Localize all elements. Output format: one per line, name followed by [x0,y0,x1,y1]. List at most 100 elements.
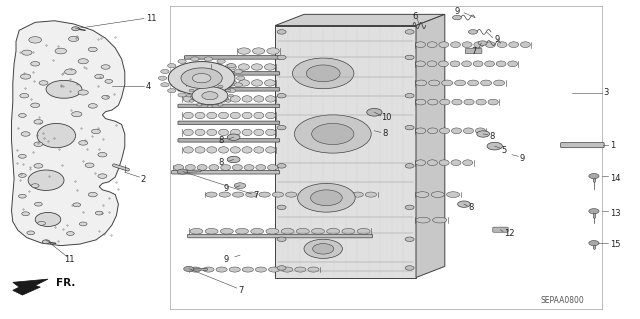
Ellipse shape [488,99,499,105]
Circle shape [312,244,334,254]
Circle shape [218,104,223,106]
Ellipse shape [327,228,340,234]
Circle shape [78,90,88,95]
Circle shape [79,222,87,226]
Circle shape [65,69,76,75]
Circle shape [38,221,45,225]
Ellipse shape [195,147,205,153]
Text: 7: 7 [471,47,476,56]
Ellipse shape [493,80,504,86]
Ellipse shape [415,160,426,166]
Ellipse shape [272,192,284,197]
Text: 8: 8 [489,132,494,141]
Circle shape [55,48,67,54]
Ellipse shape [252,64,262,70]
Ellipse shape [254,96,264,102]
Ellipse shape [220,228,233,234]
Text: 11: 11 [64,256,74,264]
Circle shape [207,105,212,108]
Ellipse shape [496,61,506,67]
Circle shape [42,240,50,244]
Ellipse shape [219,129,228,136]
Text: 9: 9 [495,35,500,44]
Ellipse shape [243,267,253,272]
Ellipse shape [207,96,217,102]
Ellipse shape [203,267,214,272]
Circle shape [217,93,225,97]
Circle shape [95,211,103,215]
Ellipse shape [268,165,278,170]
Ellipse shape [352,192,364,197]
Ellipse shape [200,80,211,86]
Circle shape [98,174,107,178]
Ellipse shape [476,99,486,105]
Circle shape [277,93,286,98]
Ellipse shape [282,267,292,272]
Circle shape [405,237,414,241]
Circle shape [228,94,234,97]
Ellipse shape [520,42,531,48]
Ellipse shape [285,192,297,197]
Circle shape [589,241,599,246]
Ellipse shape [428,99,438,105]
Ellipse shape [230,96,240,102]
Ellipse shape [264,80,275,86]
Ellipse shape [451,128,461,134]
Ellipse shape [357,228,370,234]
Ellipse shape [28,170,64,190]
Text: 13: 13 [610,209,621,218]
Circle shape [22,50,32,55]
Circle shape [468,30,477,34]
Ellipse shape [251,228,264,234]
Ellipse shape [242,96,252,102]
Ellipse shape [325,192,337,197]
FancyBboxPatch shape [178,138,280,142]
Text: 8: 8 [219,136,224,145]
Ellipse shape [238,48,250,54]
Ellipse shape [242,129,252,136]
Ellipse shape [464,99,474,105]
Circle shape [88,47,97,52]
Circle shape [34,164,43,168]
Circle shape [168,89,176,93]
Ellipse shape [427,61,437,67]
Ellipse shape [428,160,437,166]
Ellipse shape [244,165,254,170]
Circle shape [277,55,286,60]
Ellipse shape [463,160,473,166]
Ellipse shape [484,61,495,67]
Circle shape [159,76,166,80]
FancyBboxPatch shape [178,121,280,124]
Circle shape [294,115,371,153]
Ellipse shape [312,228,324,234]
Circle shape [29,37,42,43]
Circle shape [405,266,414,270]
Ellipse shape [267,48,279,54]
Ellipse shape [242,147,252,153]
Ellipse shape [451,160,461,166]
Ellipse shape [440,99,450,105]
Circle shape [589,209,599,214]
Ellipse shape [232,192,244,197]
Circle shape [204,95,212,100]
Ellipse shape [416,217,430,223]
FancyBboxPatch shape [172,170,280,174]
Ellipse shape [252,80,262,86]
Ellipse shape [183,96,193,102]
Ellipse shape [266,112,276,119]
Ellipse shape [242,112,252,119]
Ellipse shape [438,61,449,67]
Circle shape [277,266,286,270]
Ellipse shape [428,42,437,48]
Polygon shape [416,14,445,278]
Text: FR.: FR. [56,278,75,288]
Ellipse shape [439,42,449,48]
Circle shape [79,141,88,145]
Text: 10: 10 [381,113,392,122]
Ellipse shape [473,61,483,67]
Ellipse shape [37,123,76,148]
Circle shape [178,59,186,63]
Circle shape [227,63,236,68]
Ellipse shape [509,42,518,48]
Circle shape [204,57,212,61]
